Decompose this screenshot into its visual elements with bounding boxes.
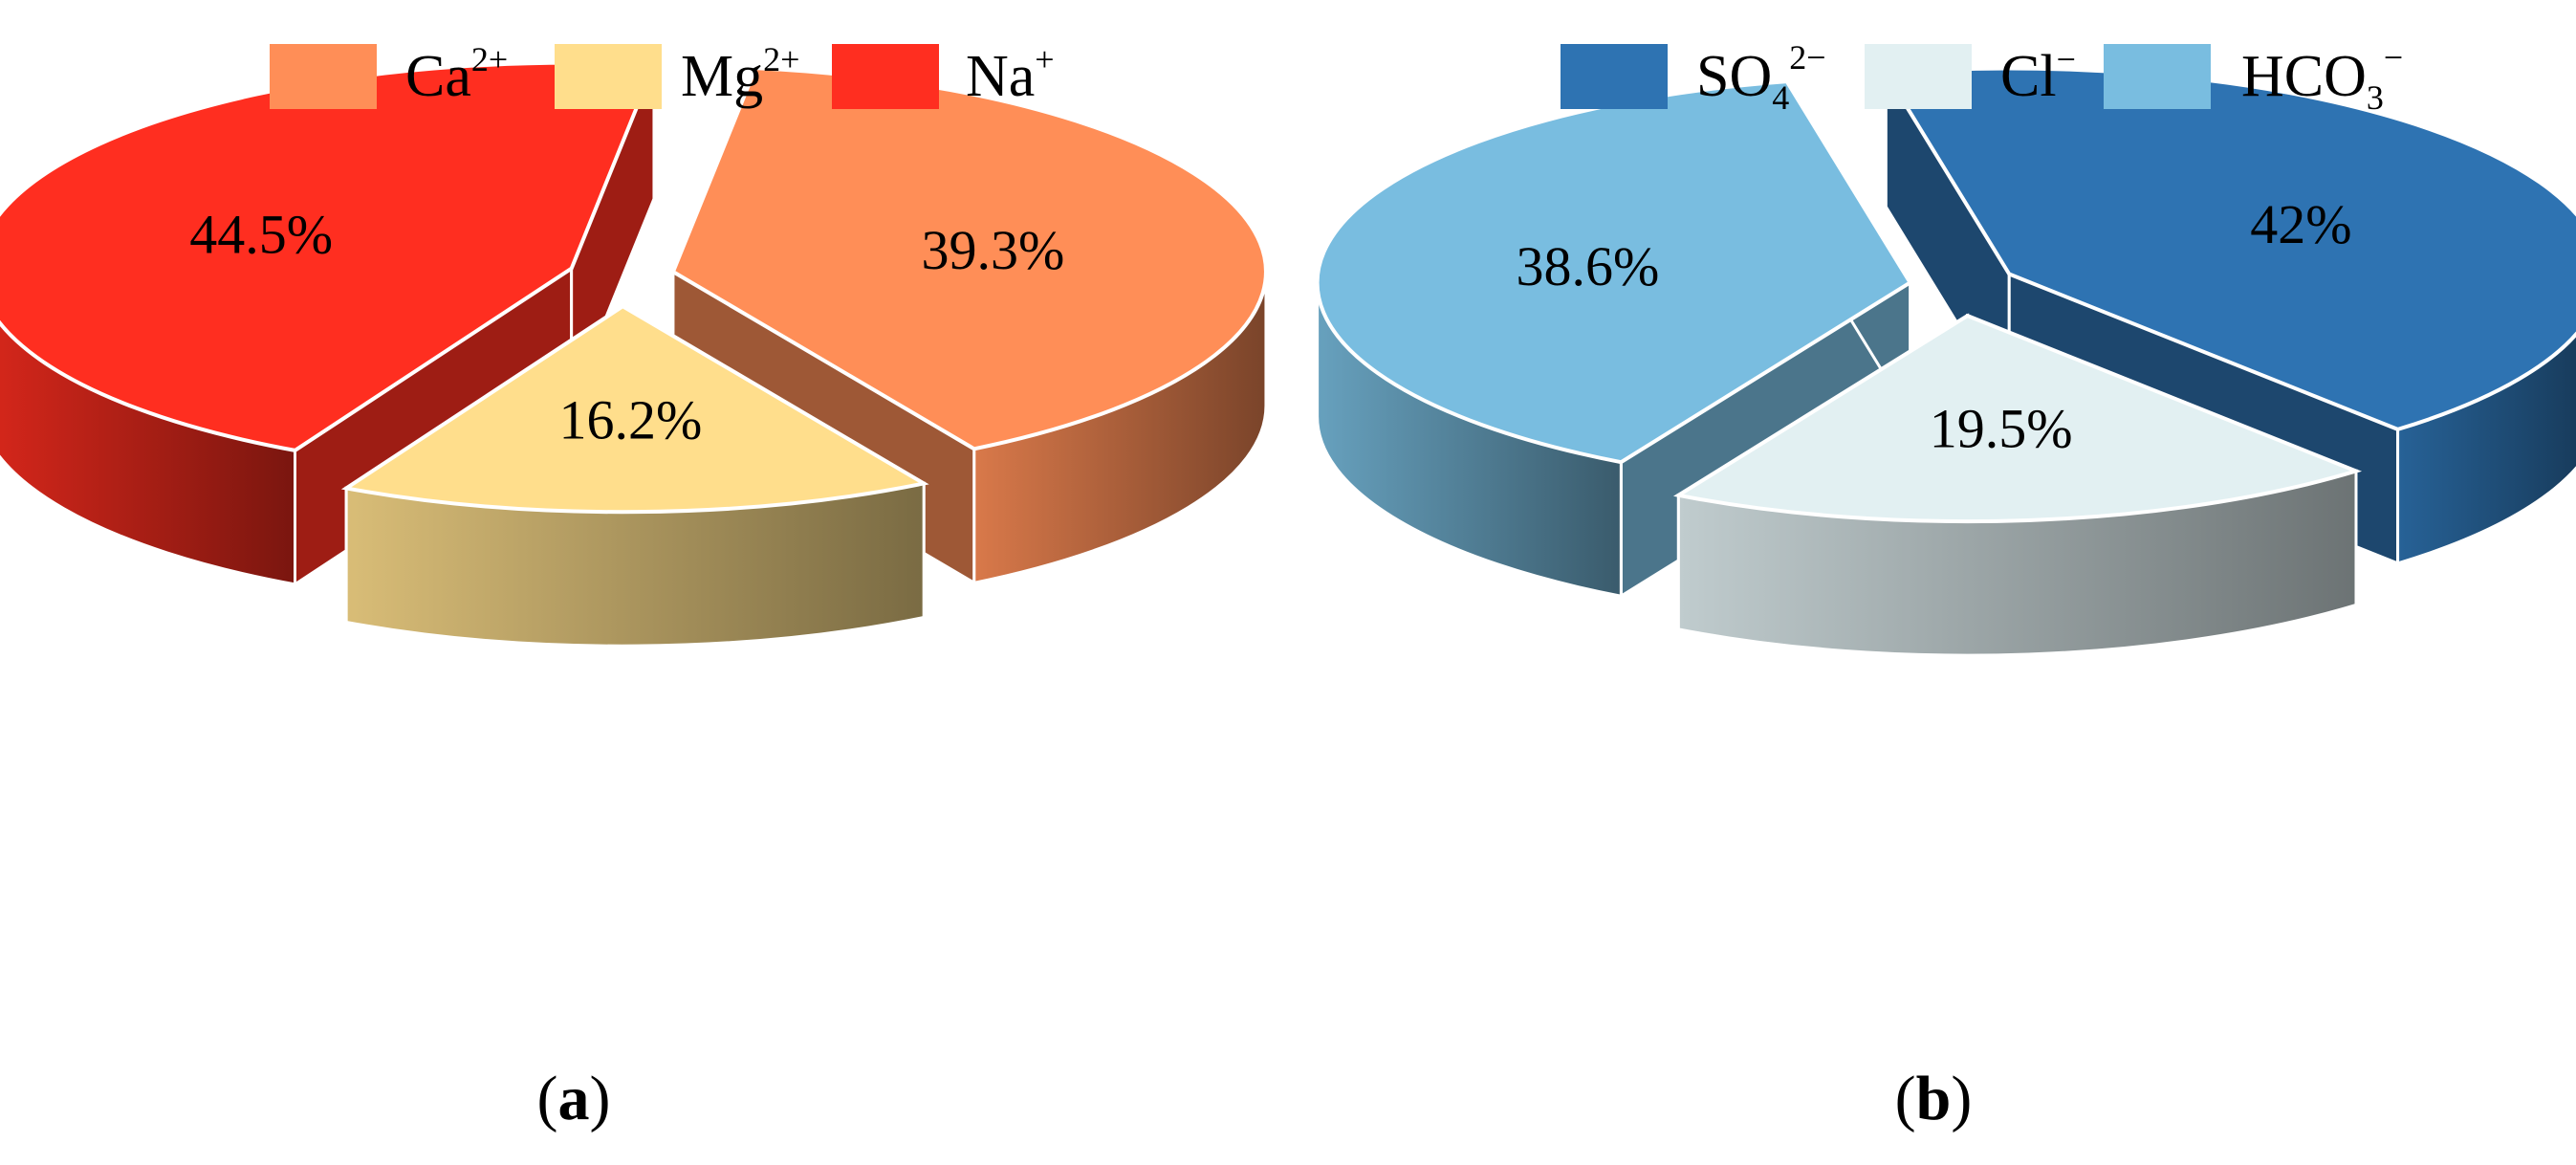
chart-a-caption: (a) (537, 1064, 611, 1133)
legend-item-cl: Cl− (1865, 40, 2076, 109)
slice-so4-outer-wall (2396, 332, 2576, 565)
legend-label-na: Na+ (966, 40, 1055, 109)
chart-b-legend: SO42− Cl− HCO3− (1561, 38, 2403, 117)
data-label-so4: 42% (2250, 193, 2351, 255)
data-label-mg: 16.2% (558, 388, 702, 451)
legend-label-so4: SO42− (1696, 38, 1826, 117)
legend-item-hco3: HCO3− (2104, 38, 2403, 117)
legend-item-mg: Mg2+ (555, 40, 799, 109)
legend-label-cl: Cl− (2000, 40, 2076, 109)
legend-swatch-cl (1865, 44, 1972, 109)
chart-b-caption: (b) (1895, 1064, 1973, 1133)
slice-mg-top (340, 303, 929, 515)
legend-item-na: Na+ (832, 40, 1055, 109)
legend-label-hco3: HCO3− (2241, 38, 2403, 117)
legend-swatch-mg (555, 44, 662, 109)
legend-item-ca: Ca2+ (270, 40, 508, 109)
legend-item-so4: SO42− (1561, 38, 1826, 117)
chart-b-pie: 42% 38.6% 19.5% (1315, 66, 2576, 657)
legend-swatch-hco3 (2104, 44, 2211, 109)
chart-a: 44.5% 39.3% 16.2% Ca2+ Mg2+ Na+ (a) (0, 40, 1268, 1133)
legend-label-ca: Ca2+ (405, 40, 508, 109)
data-label-cl: 19.5% (1930, 398, 2073, 460)
chart-a-legend: Ca2+ Mg2+ Na+ (270, 40, 1055, 109)
slice-hco3-top (1315, 79, 1913, 465)
data-label-na: 44.5% (189, 203, 333, 265)
chart-a-pie: 44.5% 39.3% 16.2% (0, 60, 1268, 648)
chart-b: 42% 38.6% 19.5% SO42− Cl− HCO3− (b) (1315, 38, 2576, 1133)
slice-cl-top (1672, 313, 2363, 524)
slice-cl: 19.5% (1672, 313, 2363, 657)
legend-swatch-na (832, 44, 939, 109)
legend-swatch-so4 (1561, 44, 1668, 109)
slice-mg: 16.2% (340, 303, 929, 648)
slice-ca-top (670, 66, 1268, 451)
data-label-hco3: 38.6% (1517, 235, 1660, 297)
legend-swatch-ca (270, 44, 377, 109)
slice-na-top (0, 60, 657, 452)
legend-label-mg: Mg2+ (681, 40, 799, 109)
data-label-ca: 39.3% (921, 219, 1064, 281)
